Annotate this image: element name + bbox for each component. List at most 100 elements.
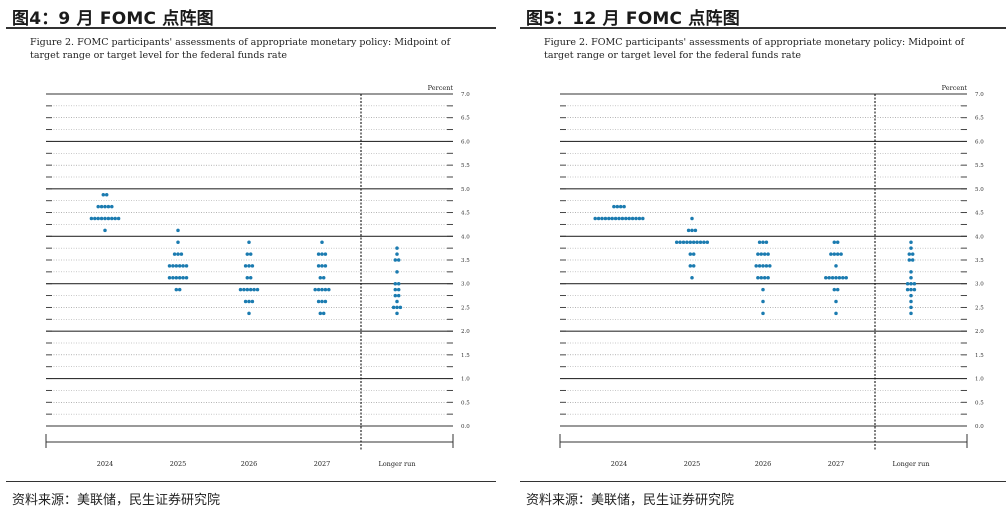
x-tick-label: 2027 [828, 460, 845, 468]
dot [834, 264, 838, 268]
dot [834, 299, 838, 304]
dot [909, 287, 913, 292]
dot [177, 287, 182, 292]
title-rule [6, 27, 496, 29]
y-tick-label: 6.5 [461, 116, 470, 122]
dot [247, 264, 251, 268]
dot [698, 240, 703, 244]
y-tick-label: 7.0 [975, 92, 984, 98]
dot [674, 240, 679, 244]
x-tick-label: Longer run [378, 460, 415, 468]
dot-plot-september: 7.0 6.5 6.0 5.5 5.0 4.5 4.0 3.5 3.0 2.5 2.0 1.5 1.0 0… [45, 84, 470, 468]
dot [250, 264, 255, 268]
dot [318, 276, 323, 280]
dot [688, 252, 693, 256]
source-note: 资料来源：美联储，民生证券研究院 [12, 493, 221, 508]
dot [396, 258, 401, 262]
dot [830, 276, 835, 280]
figure-caption: Figure 2. FOMC participants' assessments… [544, 37, 965, 61]
dot [685, 240, 689, 244]
y-axis-title: Percent [942, 84, 968, 92]
dot [759, 252, 764, 256]
dot [634, 216, 638, 221]
dot [316, 299, 321, 304]
dot [242, 287, 246, 292]
y-tick-label: 5.0 [975, 187, 984, 193]
dot [396, 293, 401, 298]
dot [320, 264, 324, 268]
dot [248, 287, 253, 292]
dot [909, 276, 913, 280]
dot [612, 204, 616, 209]
dot [104, 193, 109, 197]
dot [243, 264, 248, 268]
dot-plot-wrapper: 7.0 6.5 6.0 5.5 5.0 4.5 4.0 3.5 3.0 2.5 2.0 1.5 1.0 0… [6, 70, 496, 490]
dot [641, 216, 645, 221]
dot [96, 204, 100, 209]
dot [627, 216, 631, 221]
dot [690, 216, 694, 221]
dot [834, 311, 838, 316]
dot [255, 287, 260, 292]
dot [320, 240, 324, 244]
dot [172, 252, 177, 256]
dot [618, 204, 623, 209]
dot [761, 264, 765, 268]
dot [695, 240, 699, 244]
y-tick-label: 1.0 [975, 377, 984, 383]
dot [907, 258, 912, 262]
panel-december: 图5：12 月 FOMC 点阵图 Figure 2. FOMC particip… [520, 0, 1006, 516]
dot [761, 299, 765, 304]
y-tick-label: 0.5 [461, 400, 470, 406]
dot [841, 276, 845, 280]
dot [761, 311, 765, 316]
dot [327, 287, 331, 292]
dot [245, 252, 250, 256]
dot [321, 311, 326, 316]
dot [607, 216, 611, 221]
dot [318, 311, 323, 316]
dot [835, 252, 840, 256]
dot [247, 311, 251, 316]
dot [907, 252, 912, 256]
dot [837, 276, 842, 280]
dot [757, 240, 762, 244]
dot [637, 216, 642, 221]
x-tick-label: 2027 [314, 460, 331, 468]
dot [395, 305, 399, 310]
dot [321, 276, 326, 280]
dot [766, 276, 770, 280]
dot-plot-december: 7.0 6.5 6.0 5.5 5.0 4.5 4.0 3.5 3.0 2.5 2.0 1.5 1.0 0… [559, 84, 984, 468]
dot [835, 287, 840, 292]
dot [835, 240, 840, 244]
x-tick-label: Longer run [892, 460, 929, 468]
dot [116, 216, 121, 221]
dot [323, 287, 328, 292]
dot [103, 228, 107, 233]
y-tick-label: 1.5 [975, 353, 984, 359]
dot [177, 276, 182, 280]
dot [686, 228, 691, 233]
dot [827, 276, 831, 280]
x-tick-label: 2024 [97, 460, 114, 468]
dot [395, 311, 399, 316]
dot [167, 276, 172, 280]
source-note: 资料来源：美联储，民生证券研究院 [526, 493, 735, 508]
dot [171, 276, 175, 280]
y-tick-label: 2.0 [975, 329, 984, 335]
dot [243, 299, 248, 304]
dot [768, 264, 772, 268]
dot [323, 252, 328, 256]
dot [393, 281, 398, 286]
dot [839, 252, 843, 256]
dot [630, 216, 635, 221]
dot [691, 252, 696, 256]
dot [678, 240, 682, 244]
dot [167, 264, 172, 268]
dot [395, 299, 399, 304]
y-tick-label: 4.5 [461, 211, 470, 217]
dot [832, 240, 837, 244]
dot [766, 252, 770, 256]
y-tick-label: 1.0 [461, 377, 470, 383]
dot [179, 252, 184, 256]
